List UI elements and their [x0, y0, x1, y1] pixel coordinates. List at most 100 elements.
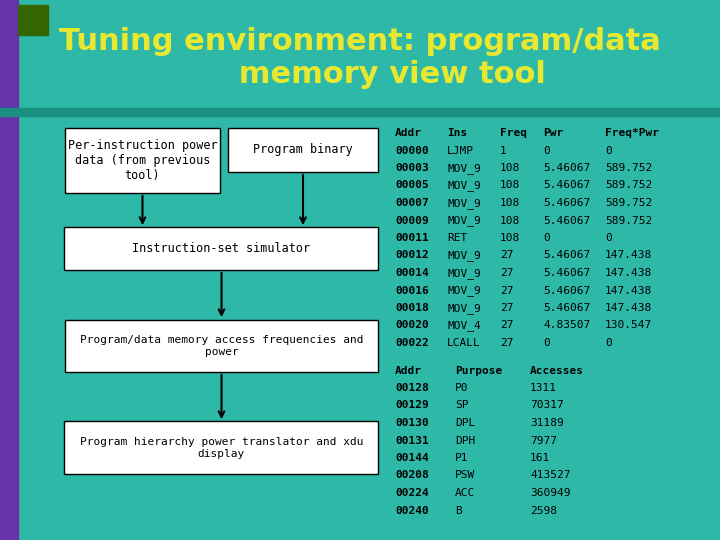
Text: 130.547: 130.547 — [605, 321, 652, 330]
Text: Pwr: Pwr — [543, 128, 563, 138]
Text: MOV_9: MOV_9 — [447, 198, 481, 209]
Text: Program binary: Program binary — [253, 144, 353, 157]
Text: LCALL: LCALL — [447, 338, 481, 348]
Text: 5.46067: 5.46067 — [543, 303, 590, 313]
FancyBboxPatch shape — [65, 227, 379, 271]
Text: 00129: 00129 — [395, 401, 428, 410]
Text: Accesses: Accesses — [530, 366, 584, 375]
Text: 0: 0 — [543, 233, 550, 243]
Text: 4.83507: 4.83507 — [543, 321, 590, 330]
Bar — [0, 108, 720, 116]
Text: RET: RET — [447, 233, 467, 243]
Text: Instruction-set simulator: Instruction-set simulator — [132, 242, 310, 255]
Text: Addr: Addr — [395, 366, 422, 375]
Text: 27: 27 — [500, 303, 513, 313]
Text: 5.46067: 5.46067 — [543, 198, 590, 208]
Text: Program hierarchy power translator and xdu
display: Program hierarchy power translator and x… — [80, 437, 364, 459]
Text: 108: 108 — [500, 163, 521, 173]
Bar — [228, 128, 378, 172]
Bar — [0, 0, 18, 540]
Text: MOV_9: MOV_9 — [447, 286, 481, 296]
Text: 00128: 00128 — [395, 383, 428, 393]
Text: Purpose: Purpose — [455, 366, 503, 375]
Text: 00009: 00009 — [395, 215, 428, 226]
Text: 70317: 70317 — [530, 401, 564, 410]
Text: 7977: 7977 — [530, 435, 557, 445]
Text: 5.46067: 5.46067 — [543, 180, 590, 191]
Text: 0: 0 — [605, 145, 612, 156]
Text: MOV_9: MOV_9 — [447, 268, 481, 279]
Text: ACC: ACC — [455, 488, 475, 498]
Text: 589.752: 589.752 — [605, 215, 652, 226]
FancyBboxPatch shape — [65, 422, 379, 475]
Text: 5.46067: 5.46067 — [543, 286, 590, 295]
Text: SP: SP — [455, 401, 469, 410]
Bar — [65, 320, 378, 372]
Text: 00240: 00240 — [395, 505, 428, 516]
Text: 108: 108 — [500, 198, 521, 208]
Text: Tuning environment: program/data
      memory view tool: Tuning environment: program/data memory … — [59, 26, 661, 89]
Text: LJMP: LJMP — [447, 145, 474, 156]
Text: 00016: 00016 — [395, 286, 428, 295]
Text: 00022: 00022 — [395, 338, 428, 348]
Text: Freq: Freq — [500, 128, 527, 138]
Text: 00144: 00144 — [395, 453, 428, 463]
Text: 31189: 31189 — [530, 418, 564, 428]
Text: 0: 0 — [543, 145, 550, 156]
Text: 5.46067: 5.46067 — [543, 251, 590, 260]
Text: 00011: 00011 — [395, 233, 428, 243]
Text: DPL: DPL — [455, 418, 475, 428]
Text: 5.46067: 5.46067 — [543, 268, 590, 278]
Text: MOV_9: MOV_9 — [447, 303, 481, 314]
Text: Ins: Ins — [447, 128, 467, 138]
Text: 589.752: 589.752 — [605, 163, 652, 173]
Text: 00000: 00000 — [395, 145, 428, 156]
Text: 161: 161 — [530, 453, 550, 463]
Text: 147.438: 147.438 — [605, 286, 652, 295]
Text: 27: 27 — [500, 286, 513, 295]
Text: MOV_4: MOV_4 — [447, 321, 481, 332]
Text: 413527: 413527 — [530, 470, 570, 481]
Text: 108: 108 — [500, 215, 521, 226]
Text: P1: P1 — [455, 453, 469, 463]
Text: 00007: 00007 — [395, 198, 428, 208]
Text: MOV_9: MOV_9 — [447, 163, 481, 174]
Text: 27: 27 — [500, 338, 513, 348]
Text: 00130: 00130 — [395, 418, 428, 428]
Text: Program/data memory access frequencies and
power: Program/data memory access frequencies a… — [80, 335, 364, 357]
Text: MOV_9: MOV_9 — [447, 180, 481, 191]
Bar — [18, 5, 48, 35]
Text: 2598: 2598 — [530, 505, 557, 516]
Text: 0: 0 — [605, 338, 612, 348]
Bar — [65, 128, 220, 193]
Text: 00020: 00020 — [395, 321, 428, 330]
Text: 0: 0 — [543, 338, 550, 348]
Text: 5.46067: 5.46067 — [543, 215, 590, 226]
Text: Addr: Addr — [395, 128, 422, 138]
Text: P0: P0 — [455, 383, 469, 393]
Text: PSW: PSW — [455, 470, 475, 481]
Text: 0: 0 — [605, 233, 612, 243]
Text: 108: 108 — [500, 180, 521, 191]
Text: 108: 108 — [500, 233, 521, 243]
Text: 1: 1 — [500, 145, 507, 156]
Text: 5.46067: 5.46067 — [543, 163, 590, 173]
Text: 360949: 360949 — [530, 488, 570, 498]
Text: 00131: 00131 — [395, 435, 428, 445]
Text: 147.438: 147.438 — [605, 303, 652, 313]
Text: Per-instruction power
data (from previous
tool): Per-instruction power data (from previou… — [68, 139, 217, 182]
Text: 147.438: 147.438 — [605, 268, 652, 278]
Text: Freq*Pwr: Freq*Pwr — [605, 128, 659, 138]
Text: 00012: 00012 — [395, 251, 428, 260]
Text: 00224: 00224 — [395, 488, 428, 498]
Text: DPH: DPH — [455, 435, 475, 445]
Text: 27: 27 — [500, 251, 513, 260]
Text: 00208: 00208 — [395, 470, 428, 481]
Text: 00018: 00018 — [395, 303, 428, 313]
Text: 00005: 00005 — [395, 180, 428, 191]
Text: 27: 27 — [500, 321, 513, 330]
Text: 589.752: 589.752 — [605, 180, 652, 191]
Text: B: B — [455, 505, 462, 516]
Text: 1311: 1311 — [530, 383, 557, 393]
Text: MOV_9: MOV_9 — [447, 251, 481, 261]
